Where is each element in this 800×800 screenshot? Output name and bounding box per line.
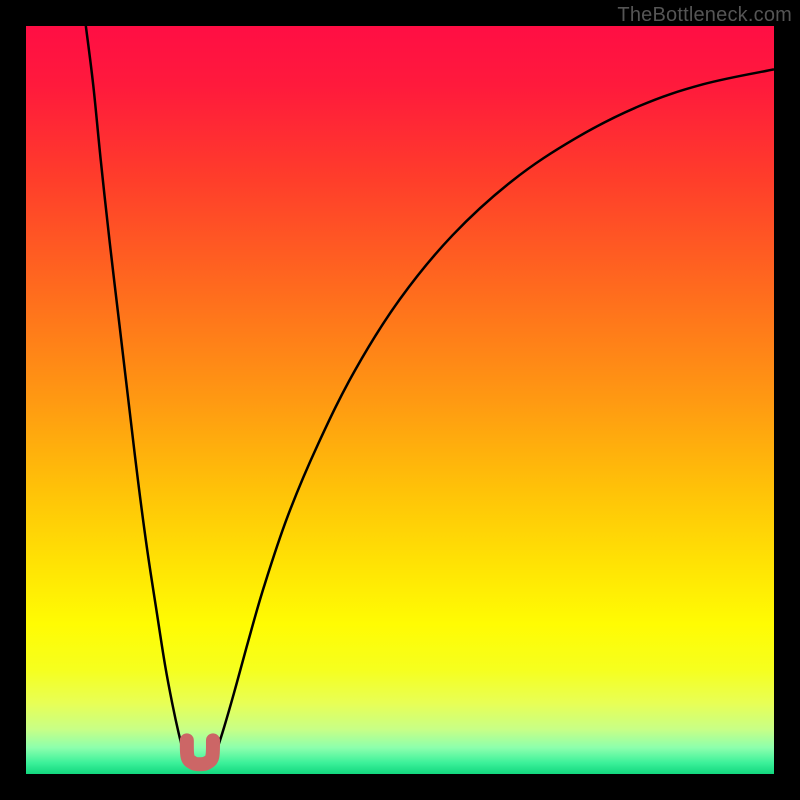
- bottleneck-chart: [0, 0, 800, 800]
- plot-area: [26, 26, 774, 774]
